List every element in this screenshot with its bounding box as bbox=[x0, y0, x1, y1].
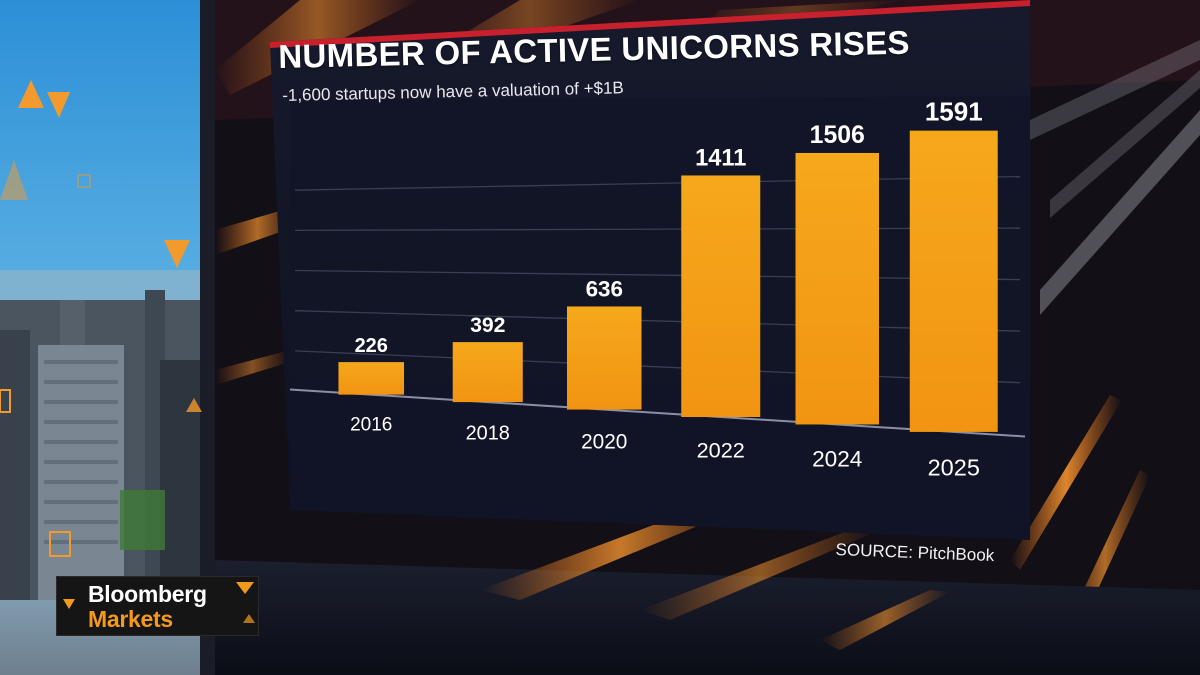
x-tick-label-2025: 2025 bbox=[928, 454, 980, 480]
grid-line bbox=[294, 269, 1021, 281]
data-label-2018: 392 bbox=[470, 314, 505, 337]
logo-line-markets: Markets bbox=[88, 606, 173, 632]
bar-2016 bbox=[338, 362, 405, 395]
data-label-2016: 226 bbox=[355, 335, 388, 357]
bloomberg-markets-logo: Bloomberg Markets bbox=[56, 576, 259, 636]
grid-lines bbox=[294, 175, 1021, 384]
grid-line bbox=[294, 310, 1021, 332]
x-axis-line bbox=[289, 388, 1026, 438]
x-tick-label-2024: 2024 bbox=[812, 446, 862, 471]
data-label-2025: 1591 bbox=[925, 97, 983, 127]
bar-2024 bbox=[795, 152, 879, 425]
x-tick-label-2020: 2020 bbox=[581, 431, 627, 454]
x-tick-label-2018: 2018 bbox=[466, 423, 510, 445]
grid-line bbox=[294, 350, 1021, 384]
grid-line bbox=[294, 227, 1021, 231]
grid-line bbox=[294, 175, 1021, 191]
logo-accent-icon bbox=[63, 582, 255, 623]
data-label-2022: 1411 bbox=[695, 145, 746, 171]
bar-2018 bbox=[452, 342, 523, 403]
data-label-2024: 1506 bbox=[810, 122, 865, 149]
bar-2025 bbox=[909, 130, 998, 432]
logo-line-bloomberg: Bloomberg bbox=[88, 581, 207, 607]
data-label-2020: 636 bbox=[586, 276, 623, 301]
bar-2020 bbox=[566, 306, 642, 410]
x-tick-label-2022: 2022 bbox=[697, 438, 745, 463]
x-tick-label-2016: 2016 bbox=[350, 415, 392, 436]
bar-2022 bbox=[681, 175, 761, 418]
